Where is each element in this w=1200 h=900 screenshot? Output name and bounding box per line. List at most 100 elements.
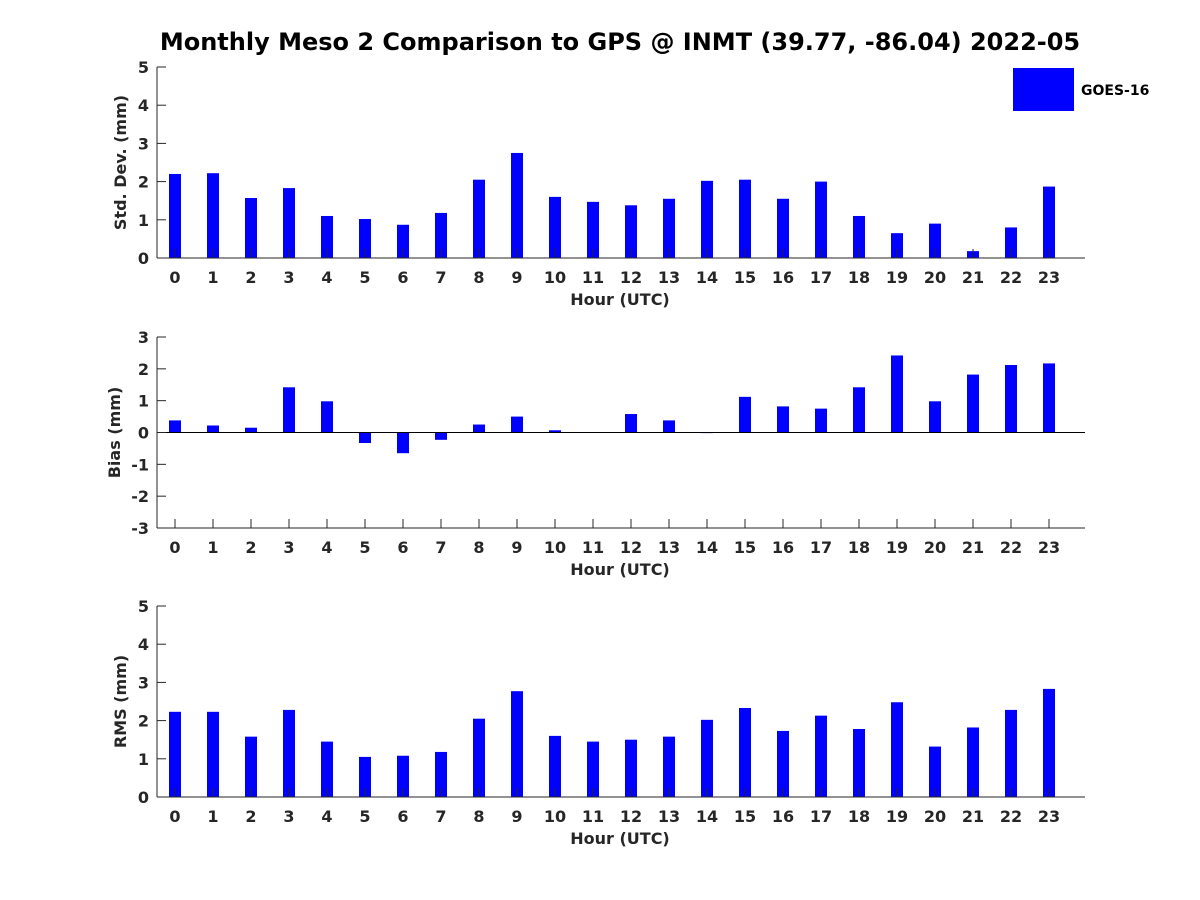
x-tick-label: 22	[1000, 807, 1022, 826]
x-tick-label: 19	[886, 807, 908, 826]
x-tick-label: 3	[283, 268, 294, 287]
bar-hour-11	[587, 741, 599, 797]
y-tick-label: 1	[138, 392, 149, 411]
x-tick-label: 10	[544, 807, 566, 826]
y-axis-title: Std. Dev. (mm)	[111, 95, 130, 230]
y-tick-label: 1	[138, 750, 149, 769]
x-tick-label: 23	[1038, 807, 1060, 826]
bar-hour-18	[853, 729, 865, 797]
x-tick-label: 8	[473, 807, 484, 826]
bar-hour-15	[739, 179, 751, 258]
x-tick-label: 10	[544, 268, 566, 287]
x-tick-label: 12	[620, 268, 642, 287]
x-tick-label: 1	[207, 538, 218, 557]
bar-hour-1	[207, 711, 219, 797]
y-tick-label: 3	[138, 328, 149, 347]
legend-swatch	[1013, 68, 1074, 111]
bar-hour-8	[473, 179, 485, 258]
x-tick-label: 3	[283, 807, 294, 826]
bar-hour-2	[245, 198, 257, 258]
bar-hour-0	[169, 173, 181, 258]
bar-hour-10	[549, 196, 561, 258]
bar-hour-9	[511, 416, 523, 433]
bar-hour-9	[511, 691, 523, 797]
x-tick-label: 16	[772, 807, 794, 826]
y-tick-label: 3	[138, 134, 149, 153]
bar-hour-13	[663, 198, 675, 258]
bar-hour-23	[1043, 363, 1055, 433]
y-tick-label: 0	[138, 788, 149, 807]
bar-hour-3	[283, 188, 295, 258]
x-tick-label: 18	[848, 807, 870, 826]
bar-hour-3	[283, 709, 295, 797]
x-tick-label: 11	[582, 268, 604, 287]
x-axis-title: Hour (UTC)	[570, 560, 670, 579]
bar-hour-21	[967, 374, 979, 433]
x-tick-label: 11	[582, 807, 604, 826]
bar-hour-10	[549, 735, 561, 797]
bar-hour-0	[169, 420, 181, 433]
bar-hour-5	[359, 756, 371, 797]
x-tick-label: 14	[696, 268, 718, 287]
bar-hour-12	[625, 414, 637, 433]
x-tick-label: 0	[169, 538, 180, 557]
x-tick-label: 4	[321, 538, 332, 557]
y-tick-label: 5	[138, 597, 149, 616]
x-tick-label: 13	[658, 807, 680, 826]
legend: GOES-16	[1013, 68, 1149, 111]
bar-hour-13	[663, 420, 675, 433]
x-tick-label: 23	[1038, 538, 1060, 557]
y-tick-label: 2	[138, 173, 149, 192]
x-tick-label: 17	[810, 268, 832, 287]
bar-hour-0	[169, 711, 181, 797]
y-tick-label: 2	[138, 712, 149, 731]
y-tick-label: 4	[138, 96, 149, 115]
y-tick-label: 3	[138, 673, 149, 692]
bar-hour-7	[435, 751, 447, 797]
x-tick-label: 11	[582, 538, 604, 557]
bar-hour-6	[397, 432, 409, 454]
x-tick-label: 14	[696, 538, 718, 557]
bar-hour-22	[1005, 365, 1017, 433]
x-tick-label: 1	[207, 268, 218, 287]
bar-hour-16	[777, 198, 789, 258]
bar-hour-19	[891, 702, 903, 797]
bar-hour-23	[1043, 688, 1055, 797]
x-tick-label: 19	[886, 268, 908, 287]
x-tick-label: 15	[734, 268, 756, 287]
y-tick-label: 0	[138, 424, 149, 443]
x-tick-label: 14	[696, 807, 718, 826]
y-tick-label: 1	[138, 211, 149, 230]
x-axis-title: Hour (UTC)	[570, 290, 670, 309]
bar-hour-15	[739, 707, 751, 797]
x-tick-label: 22	[1000, 538, 1022, 557]
y-tick-label: 4	[138, 635, 149, 654]
x-tick-label: 9	[511, 807, 522, 826]
x-tick-label: 21	[962, 268, 984, 287]
bar-hour-17	[815, 181, 827, 258]
bar-hour-22	[1005, 227, 1017, 258]
bar-hour-20	[929, 223, 941, 258]
bar-hour-8	[473, 424, 485, 433]
bar-hour-7	[435, 212, 447, 258]
bar-hour-20	[929, 746, 941, 797]
x-tick-label: 0	[169, 807, 180, 826]
x-tick-label: 4	[321, 807, 332, 826]
x-tick-label: 5	[359, 807, 370, 826]
x-tick-label: 7	[435, 268, 446, 287]
bar-hour-1	[207, 425, 219, 433]
bar-hour-4	[321, 741, 333, 797]
bar-hour-18	[853, 215, 865, 258]
y-tick-label: 2	[138, 360, 149, 379]
x-tick-label: 22	[1000, 268, 1022, 287]
bar-hour-16	[777, 730, 789, 797]
bar-hour-17	[815, 715, 827, 797]
x-tick-label: 9	[511, 268, 522, 287]
bar-hour-7	[435, 432, 447, 440]
x-tick-label: 16	[772, 538, 794, 557]
